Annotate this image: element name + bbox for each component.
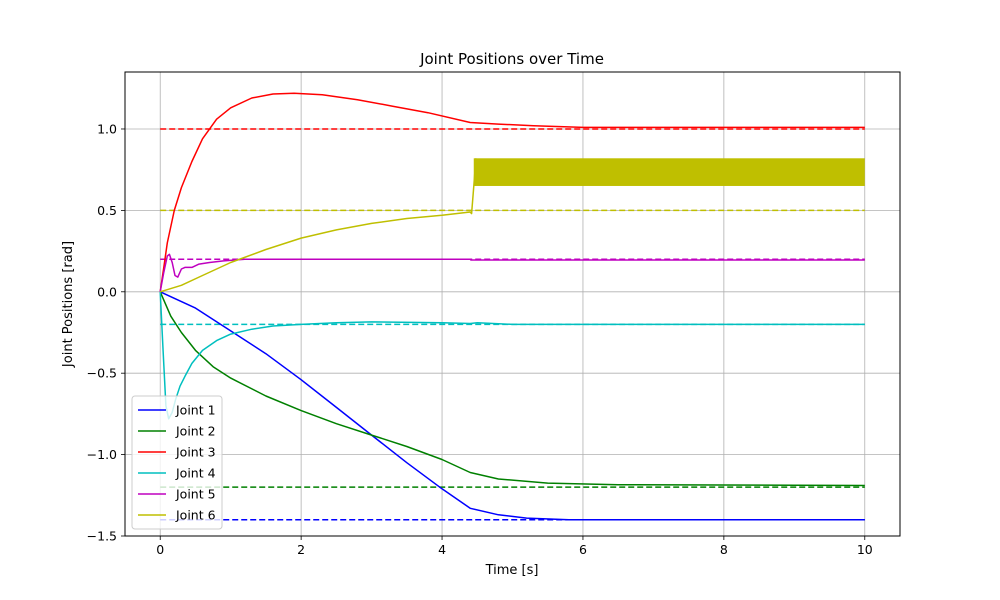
legend-label-joint-5: Joint 5 [175,487,216,502]
legend-label-joint-1: Joint 1 [175,403,216,418]
legend-label-joint-2: Joint 2 [175,424,216,439]
x-tick-label: 6 [579,542,587,557]
x-tick-label: 2 [297,542,305,557]
plot-frame [124,71,901,537]
x-axis-label: Time [s] [485,563,539,578]
joint-6-oscillation-band [473,158,865,186]
joint-6-line [159,158,477,293]
joint-2-line [159,291,865,487]
y-tick-label: 0.5 [97,203,117,218]
x-tick-label: 0 [156,542,164,557]
series-lines [159,92,865,521]
y-tick-label: 0.0 [97,284,117,299]
x-tick-label: 4 [438,542,446,557]
y-axis-label: Joint Positions [rad] [61,241,76,368]
legend-label-joint-4: Joint 4 [175,466,216,481]
y-tick-label: 1.0 [97,121,117,136]
legend-box [131,395,223,530]
ticks: 0 2 4 6 8 10 −1.5 −1.0 −0.5 0.0 0.5 1.0 [87,121,873,557]
x-tick-label: 10 [857,542,873,557]
y-tick-label: −1.0 [87,447,117,462]
y-tick-label: −0.5 [87,366,117,381]
joint-5-line [159,253,865,292]
legend-label-joint-6: Joint 6 [175,508,216,523]
x-tick-label: 8 [720,542,728,557]
joint-3-line [159,92,865,292]
chart-title: Joint Positions over Time [419,50,604,68]
y-tick-label: −1.5 [87,529,117,544]
legend-label-joint-3: Joint 3 [175,445,216,460]
legend: Joint 1 Joint 2 Joint 3 Joint 4 Joint 5 Joint… [131,395,223,530]
